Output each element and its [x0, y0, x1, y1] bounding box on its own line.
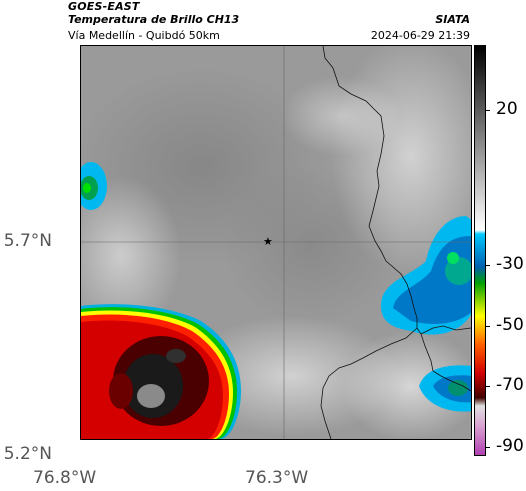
lat-tick-label: 5.2°N	[3, 444, 52, 464]
source-label: SIATA	[435, 13, 470, 26]
timestamp: 2024-06-29 21:39	[370, 29, 470, 42]
area-label: Vía Medellín - Quibdó 50km	[68, 29, 220, 42]
colorbar-label: -50	[496, 315, 524, 335]
colorbar	[474, 45, 486, 456]
lon-tick-label: 76.3°W	[245, 468, 309, 488]
lon-tick-label: 76.8°W	[33, 468, 97, 488]
boundary-line	[322, 46, 471, 392]
lat-tick-label: 5.7°N	[3, 231, 52, 251]
colorbar-gradient	[475, 46, 485, 455]
colorbar-tick	[485, 386, 490, 387]
location-marker-star: ★	[263, 235, 273, 248]
colorbar-tick	[485, 326, 490, 327]
colorbar-label: -90	[496, 436, 524, 456]
satellite-map: ★	[80, 45, 472, 440]
boundary-line	[320, 327, 418, 439]
product-title: Temperatura de Brillo CH13	[68, 13, 240, 26]
colorbar-label: 20	[496, 99, 518, 119]
satellite-title: GOES-EAST	[68, 0, 140, 13]
satellite-image: ★	[81, 46, 471, 439]
colorbar-tick	[485, 265, 490, 266]
colorbar-tick	[485, 110, 490, 111]
colorbar-label: -70	[496, 375, 524, 395]
colorbar-tick	[485, 447, 490, 448]
boundary-line	[420, 325, 471, 335]
colorbar-label: -30	[496, 254, 524, 274]
convective-cloud-southwest	[81, 304, 241, 439]
